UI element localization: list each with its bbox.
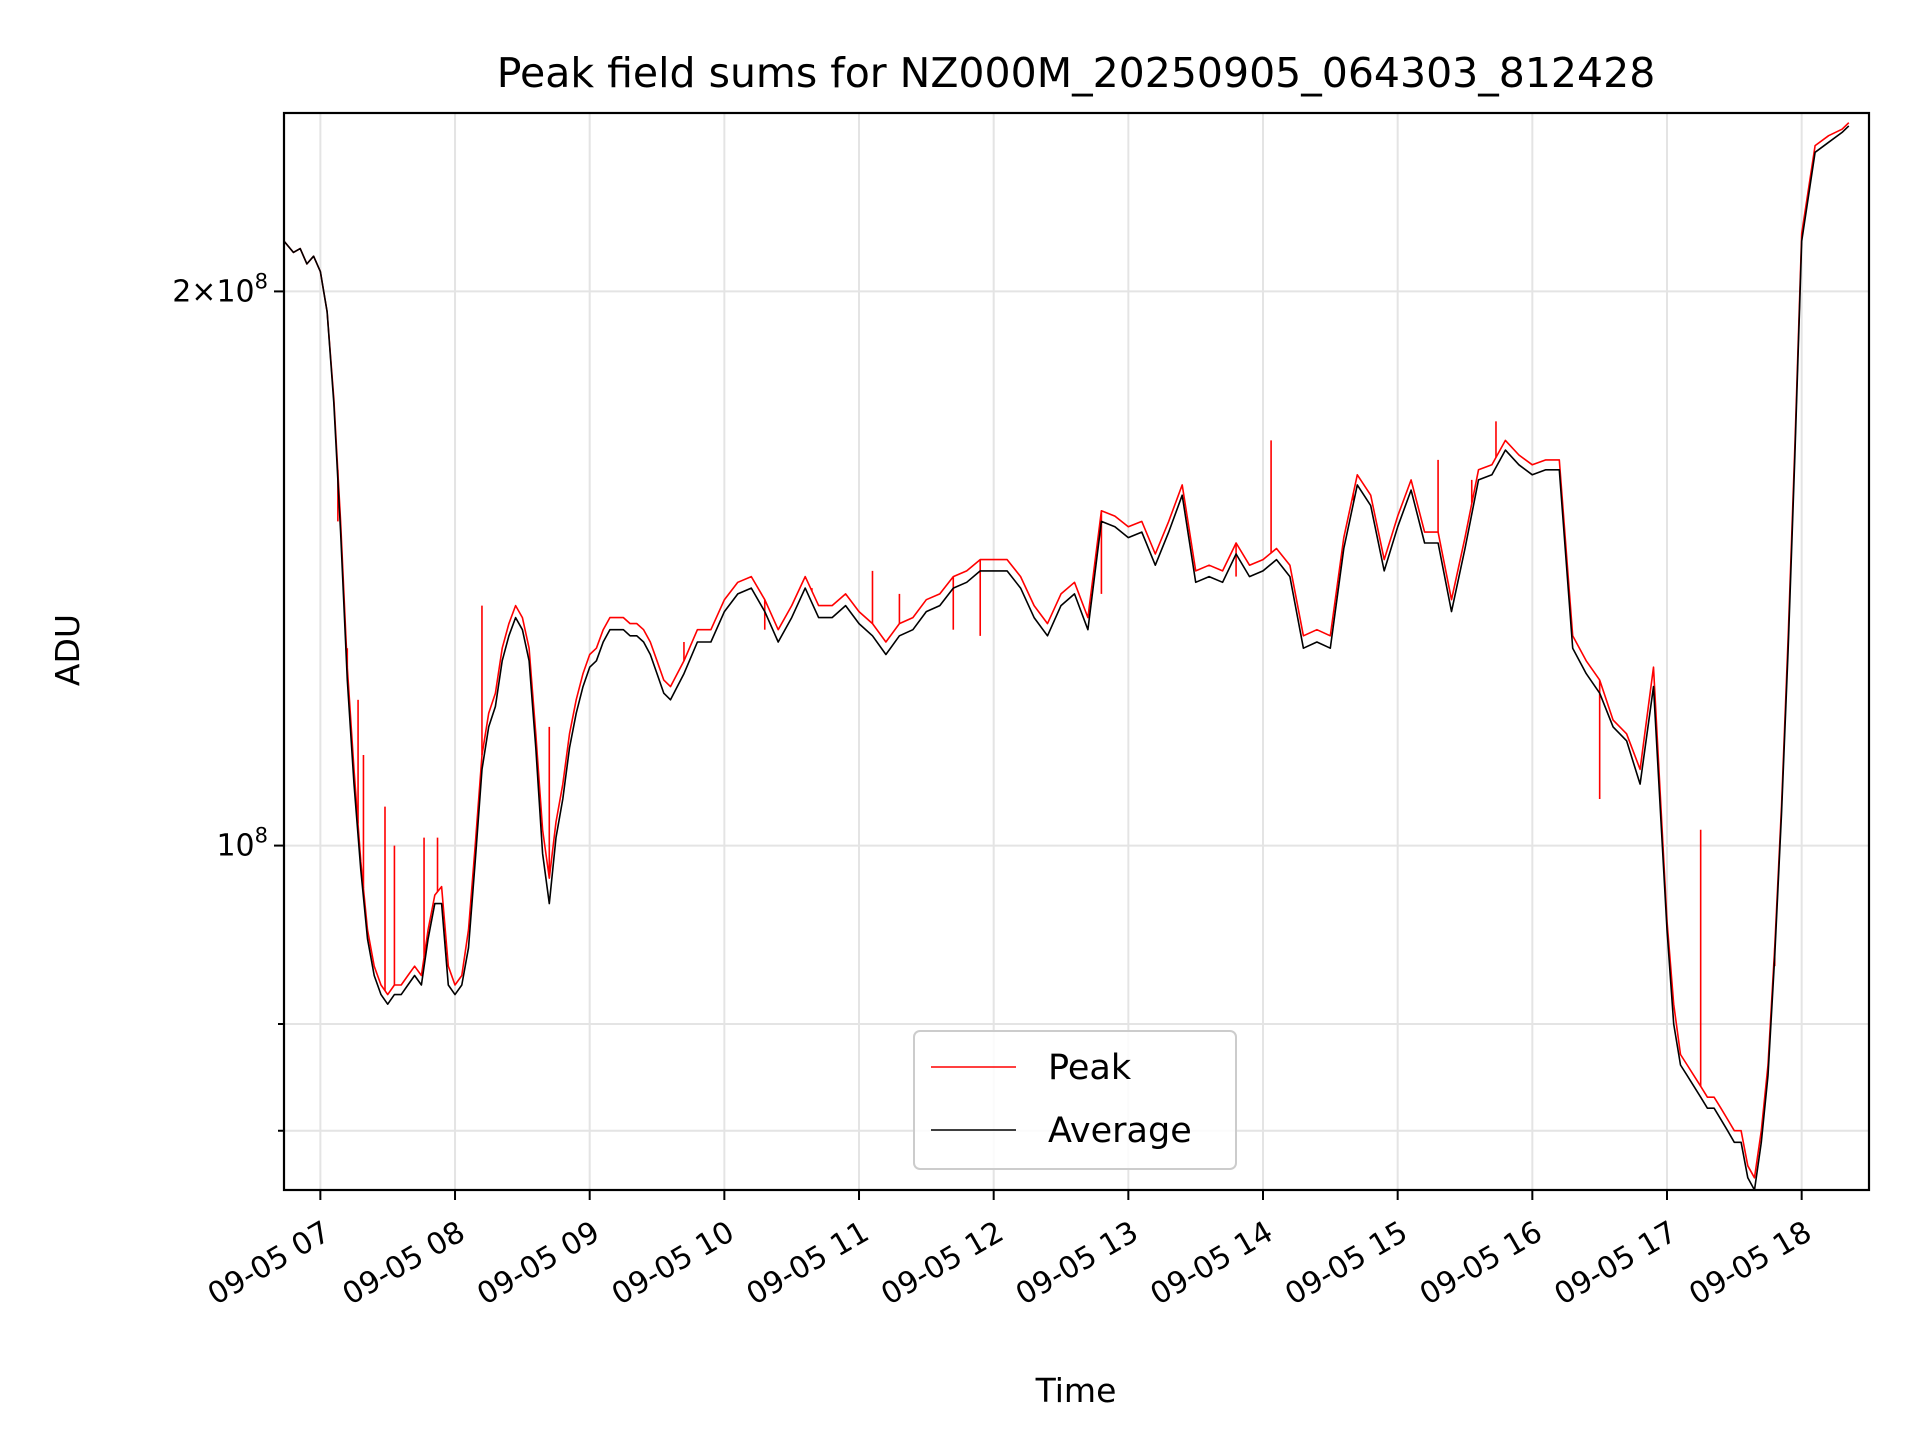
x-tick-label: 09-05 15 — [1279, 1215, 1413, 1313]
x-tick-label: 09-05 09 — [471, 1215, 605, 1313]
legend-average-label: Average — [1048, 1111, 1192, 1151]
x-axis: 09-05 07 09-05 08 09-05 09 09-05 10 09-05 11… — [202, 1190, 1818, 1312]
x-axis-label: Time — [1035, 1371, 1117, 1410]
x-tick-label: 09-05 14 — [1145, 1215, 1279, 1313]
chart-title: Peak field sums for NZ000M_20250905_0643… — [497, 49, 1656, 97]
x-tick-label: 09-05 13 — [1010, 1215, 1144, 1313]
x-tick-label: 09-05 08 — [337, 1215, 471, 1313]
y-tick-label: 2×108 — [172, 269, 268, 309]
legend: Peak Average — [913, 1030, 1237, 1170]
y-tick-label: 108 — [216, 824, 268, 864]
x-tick-label: 09-05 12 — [875, 1215, 1009, 1313]
plot-frame — [282, 111, 1871, 1192]
series-layer — [283, 122, 1850, 1191]
x-tick-label: 09-05 07 — [202, 1215, 336, 1313]
legend-box — [913, 1030, 1237, 1170]
x-tick-label: 09-05 16 — [1414, 1215, 1548, 1313]
x-tick-label: 09-05 11 — [741, 1215, 875, 1313]
series-average-line — [283, 125, 1850, 1191]
x-tick-label: 09-05 18 — [1683, 1215, 1817, 1313]
series-peak-line — [283, 122, 1850, 1179]
x-tick-label: 09-05 10 — [606, 1215, 740, 1313]
y-axis-label: ADU — [48, 614, 87, 686]
y-axis: 108 2×108 — [172, 269, 284, 1132]
grid — [284, 113, 1869, 1190]
legend-peak-label: Peak — [1048, 1048, 1132, 1088]
x-tick-label: 09-05 17 — [1549, 1215, 1683, 1313]
